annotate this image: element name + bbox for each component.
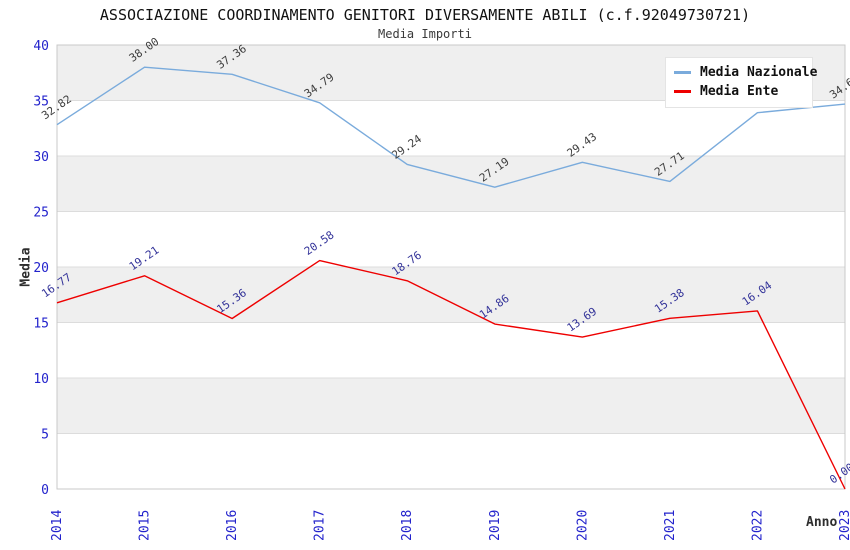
plot-border [56, 44, 846, 490]
x-tick-label: 2022 [750, 510, 765, 541]
legend-label-media-ente: Media Ente [700, 84, 779, 99]
chart-title: ASSOCIAZIONE COORDINAMENTO GENITORI DIVE… [99, 6, 751, 24]
legend-label-media-nazionale: Media Nazionale [700, 65, 818, 80]
x-tick-label: 2019 [488, 510, 503, 541]
y-tick-label: 10 [33, 372, 49, 387]
legend-swatch-media-ente-icon [674, 90, 691, 93]
x-tick-label: 2016 [225, 510, 240, 541]
band-stripe [57, 156, 845, 212]
band-stripe [57, 378, 845, 434]
x-tick-label: 2023 [838, 510, 850, 541]
y-tick-label: 5 [41, 428, 49, 443]
data-label: 20.58 [302, 228, 337, 258]
data-label: 29.43 [565, 130, 600, 160]
x-axis-title: Anno [806, 515, 838, 530]
x-tick-label: 2015 [138, 510, 153, 541]
y-tick-label: 30 [33, 150, 49, 165]
x-tick-label: 2017 [313, 510, 328, 541]
y-tick-label: 40 [33, 39, 49, 54]
series-line [56, 259, 846, 490]
band-stripe [57, 267, 845, 323]
x-tick-label: 2018 [400, 510, 415, 541]
x-tick-label: 2014 [50, 510, 65, 541]
y-tick-label: 15 [33, 317, 49, 332]
y-tick-label: 25 [33, 206, 49, 221]
data-label: 0.00 [827, 461, 850, 487]
chart-subtitle: Media Importi [378, 27, 472, 41]
y-tick-label: 0 [41, 483, 49, 498]
y-axis-title: Media [18, 247, 34, 287]
y-tick-label: 20 [33, 261, 49, 276]
legend: Media Nazionale Media Ente [665, 57, 817, 108]
x-tick-label: 2020 [575, 510, 590, 541]
y-tick-label: 35 [33, 95, 49, 110]
legend-item-media-nazionale: Media Nazionale [674, 63, 817, 82]
legend-swatch-media-nazionale-icon [674, 71, 691, 74]
x-tick-label: 2021 [663, 510, 678, 541]
series-line [56, 66, 846, 188]
legend-item-media-ente: Media Ente [674, 82, 804, 101]
